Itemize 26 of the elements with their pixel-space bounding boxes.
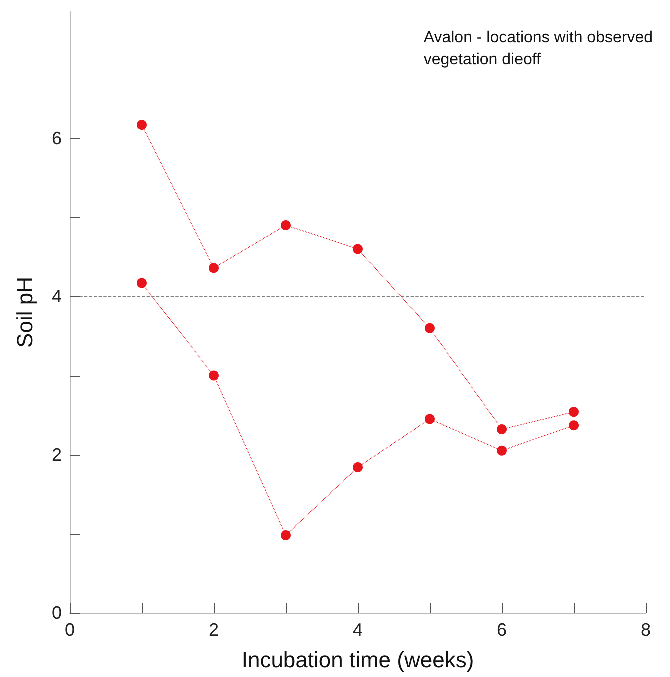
y-tick-label: 4: [52, 286, 62, 307]
text: Avalon - locations with observed vegetation dieoff: [424, 30, 654, 68]
point: [209, 263, 219, 274]
point: [425, 414, 435, 424]
y-tick-label: 0: [52, 603, 62, 623]
y-tick-label: 6: [52, 128, 62, 149]
x-tick-label: 2: [208, 620, 220, 640]
point: [569, 420, 579, 431]
x-tick-label: 0: [64, 620, 76, 640]
point: [281, 220, 291, 231]
point: [425, 323, 435, 334]
point: [353, 244, 363, 254]
x-tick-label: 6: [496, 620, 508, 640]
x-axis-title: Incubation time (weeks): [242, 648, 474, 672]
y-tick-label: 2: [52, 444, 62, 465]
point: [209, 370, 219, 381]
x-tick-label: 8: [640, 620, 652, 640]
point: [497, 446, 507, 456]
point: [137, 278, 147, 288]
x-tick-label: 4: [352, 620, 364, 640]
y-axis-title: Soil pH: [12, 277, 38, 348]
point: [281, 530, 291, 540]
point: [497, 424, 507, 435]
point: [353, 462, 363, 472]
point: [137, 120, 147, 130]
point: [569, 407, 579, 418]
